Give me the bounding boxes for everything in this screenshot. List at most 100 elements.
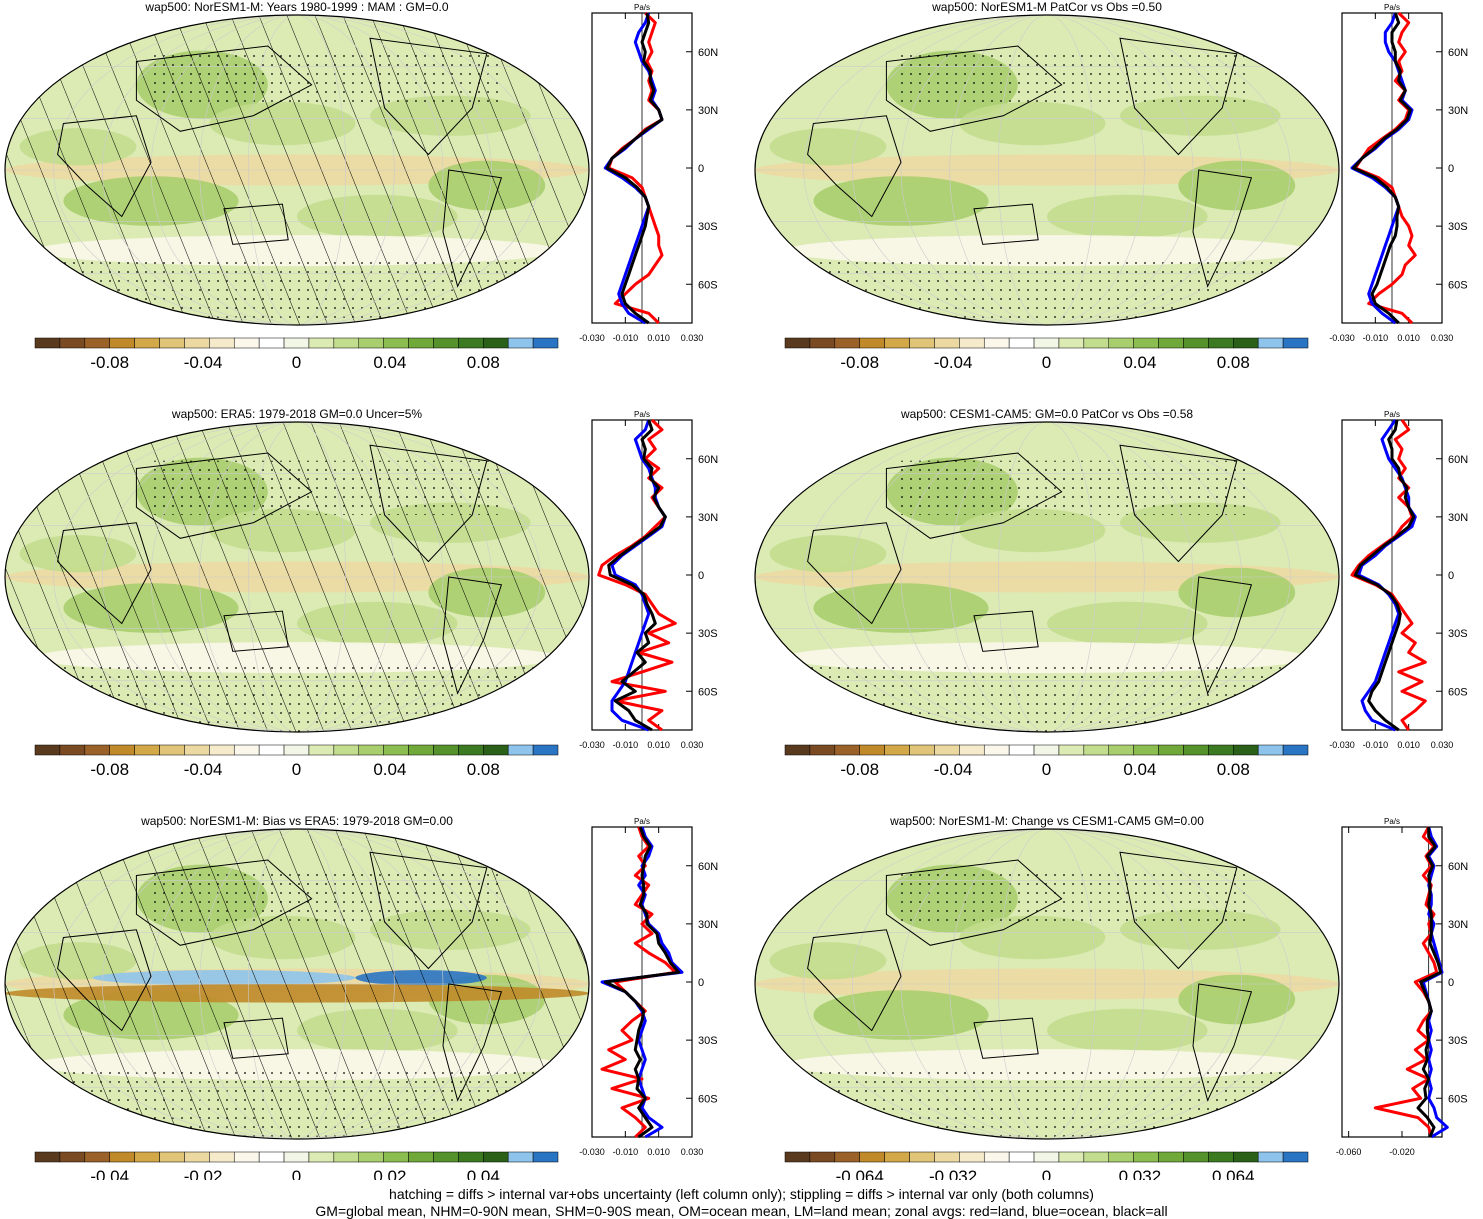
- zonal-x-tick-label: -0.030: [579, 740, 605, 750]
- zonal-lat-tick-label: 60N: [698, 47, 718, 59]
- colorbar-tick-label: -0.08: [90, 760, 129, 779]
- zonal-x-tick-label: -0.010: [1363, 740, 1389, 750]
- colorbar-swatch: [809, 744, 836, 756]
- colorbar-swatch: [884, 337, 910, 349]
- zonal-x-tick-label: 0.030: [1431, 333, 1454, 343]
- colorbar-swatch: [532, 1151, 559, 1163]
- zonal-all-line: [605, 12, 664, 325]
- zonal-unit-label: Pa/s: [1384, 410, 1400, 419]
- colorbar-swatch: [408, 744, 434, 756]
- zonal-unit-label: Pa/s: [634, 410, 650, 419]
- colorbar-swatch: [859, 744, 885, 756]
- zonal-lat-tick-label: 30N: [1448, 512, 1468, 524]
- colorbar-swatch: [258, 337, 285, 349]
- zonal-unit-label: Pa/s: [1384, 3, 1400, 12]
- zonal-x-tick-label: 0.010: [1397, 740, 1420, 750]
- colorbar-tick-label: -0.04: [934, 353, 973, 372]
- map-field: [5, 15, 589, 325]
- colorbar-swatch: [333, 337, 360, 349]
- colorbar-swatch: [433, 337, 459, 349]
- colorbar-swatch: [109, 1151, 135, 1163]
- colorbar-swatch: [1058, 744, 1085, 756]
- colorbar-swatch: [532, 744, 559, 756]
- colorbar-swatch: [184, 744, 210, 756]
- colorbar-swatch: [834, 337, 860, 349]
- colorbar-swatch: [209, 744, 235, 756]
- zonal-lat-tick-label: 60N: [698, 454, 718, 466]
- map-border: [754, 421, 1340, 733]
- zonal-unit-label: Pa/s: [1384, 817, 1400, 826]
- zonal-lat-tick-label: 60N: [1448, 454, 1468, 466]
- colorbar-swatch: [134, 1151, 160, 1163]
- colorbar-swatch: [134, 337, 160, 349]
- zonal-x-tick-label: -0.030: [579, 333, 605, 343]
- zonal-x-tick-label: -0.010: [1363, 333, 1389, 343]
- colorbar-swatch: [1208, 744, 1234, 756]
- colorbar-swatch: [483, 744, 509, 756]
- colorbar-swatch: [209, 337, 235, 349]
- colorbar: -0.04 -0.02 0 0.02 0.04: [34, 1151, 559, 1186]
- colorbar-swatch: [1108, 744, 1134, 756]
- colorbar-swatch: [859, 1151, 885, 1163]
- colorbar-swatch: [184, 337, 210, 349]
- zonal-land-line: [1350, 419, 1427, 731]
- panel-title: wap500: NorESM1-M PatCor vs Obs =0.50: [931, 0, 1162, 14]
- colorbar-tick-label: 0: [292, 353, 301, 372]
- colorbar-swatch: [884, 1151, 910, 1163]
- colorbar-swatch: [59, 744, 86, 756]
- colorbar-tick-label: 0.064: [1212, 1167, 1255, 1180]
- zonal-lat-tick-label: 30N: [1448, 919, 1468, 931]
- colorbar-swatch: [532, 337, 559, 349]
- colorbar: -0.08 -0.04 0 0.04 0.08: [784, 744, 1309, 779]
- zonal-mean-plot: Pa/s -0.030 -0.010 0.010 0.030 60N 30N 0 30S 60S: [579, 817, 718, 1157]
- zonal-land-line: [597, 418, 677, 732]
- panel-title: wap500: NorESM1-M: Bias vs ERA5: 1979-20…: [140, 814, 453, 828]
- zonal-x-tick-label: -0.030: [579, 1147, 605, 1157]
- colorbar-swatch: [258, 744, 285, 756]
- map-border: [4, 828, 590, 1140]
- zonal-x-tick-label: 0.010: [647, 740, 670, 750]
- panel-4: wap500: CESM1-CAM5: GM=0.0 PatCor vs Obs…: [754, 407, 1468, 779]
- panel-title: wap500: NorESM1-M: Years 1980-1999 : MAM…: [144, 0, 448, 14]
- colorbar-swatch: [1233, 337, 1259, 349]
- colorbar-swatch: [1133, 1151, 1159, 1163]
- colorbar-swatch: [1208, 337, 1234, 349]
- colorbar-tick-label: -0.04: [184, 760, 223, 779]
- colorbar-swatch: [934, 744, 960, 756]
- colorbar-swatch: [859, 337, 885, 349]
- colorbar-swatch: [809, 1151, 836, 1163]
- zonal-lat-tick-label: 30S: [698, 1035, 718, 1047]
- colorbar-swatch: [1158, 337, 1184, 349]
- map-border: [754, 828, 1340, 1140]
- panel-title: wap500: NorESM1-M: Change vs CESM1-CAM5 …: [889, 814, 1204, 828]
- colorbar: -0.08 -0.04 0 0.04 0.08: [784, 337, 1309, 372]
- footer-legend-line-2: GM=global mean, NHM=0-90N mean, SHM=0-90…: [315, 1203, 1168, 1219]
- colorbar-tick-label: 0.08: [467, 760, 500, 779]
- colorbar-swatch: [1282, 1151, 1309, 1163]
- colorbar-tick-label: 0.08: [467, 353, 500, 372]
- panel-title: wap500: CESM1-CAM5: GM=0.0 PatCor vs Obs…: [900, 407, 1193, 421]
- colorbar-tick-label: -0.08: [840, 353, 879, 372]
- colorbar-swatch: [959, 337, 985, 349]
- colorbar-swatch: [383, 1151, 409, 1163]
- zonal-lat-tick-label: 60S: [1448, 279, 1468, 291]
- zonal-lat-tick-label: 60N: [1448, 47, 1468, 59]
- colorbar-swatch: [507, 1151, 534, 1163]
- colorbar: -0.08 -0.04 0 0.04 0.08: [34, 337, 559, 372]
- colorbar-swatch: [233, 1151, 260, 1163]
- colorbar-swatch: [784, 1151, 811, 1163]
- colorbar-swatch: [258, 1151, 285, 1163]
- colorbar-swatch: [834, 744, 860, 756]
- colorbar-swatch: [283, 337, 310, 349]
- map-field: [5, 422, 589, 732]
- zonal-x-tick-label: -0.030: [1329, 333, 1355, 343]
- colorbar-swatch: [433, 744, 459, 756]
- colorbar-tick-label: 0: [292, 1167, 301, 1180]
- panel-title: wap500: ERA5: 1979-2018 GM=0.0 Uncer=5%: [171, 407, 422, 421]
- colorbar-swatch: [34, 1151, 61, 1163]
- zonal-lat-tick-label: 0: [1448, 570, 1454, 582]
- zonal-lat-tick-label: 30N: [698, 512, 718, 524]
- colorbar-swatch: [34, 337, 61, 349]
- colorbar-swatch: [34, 744, 61, 756]
